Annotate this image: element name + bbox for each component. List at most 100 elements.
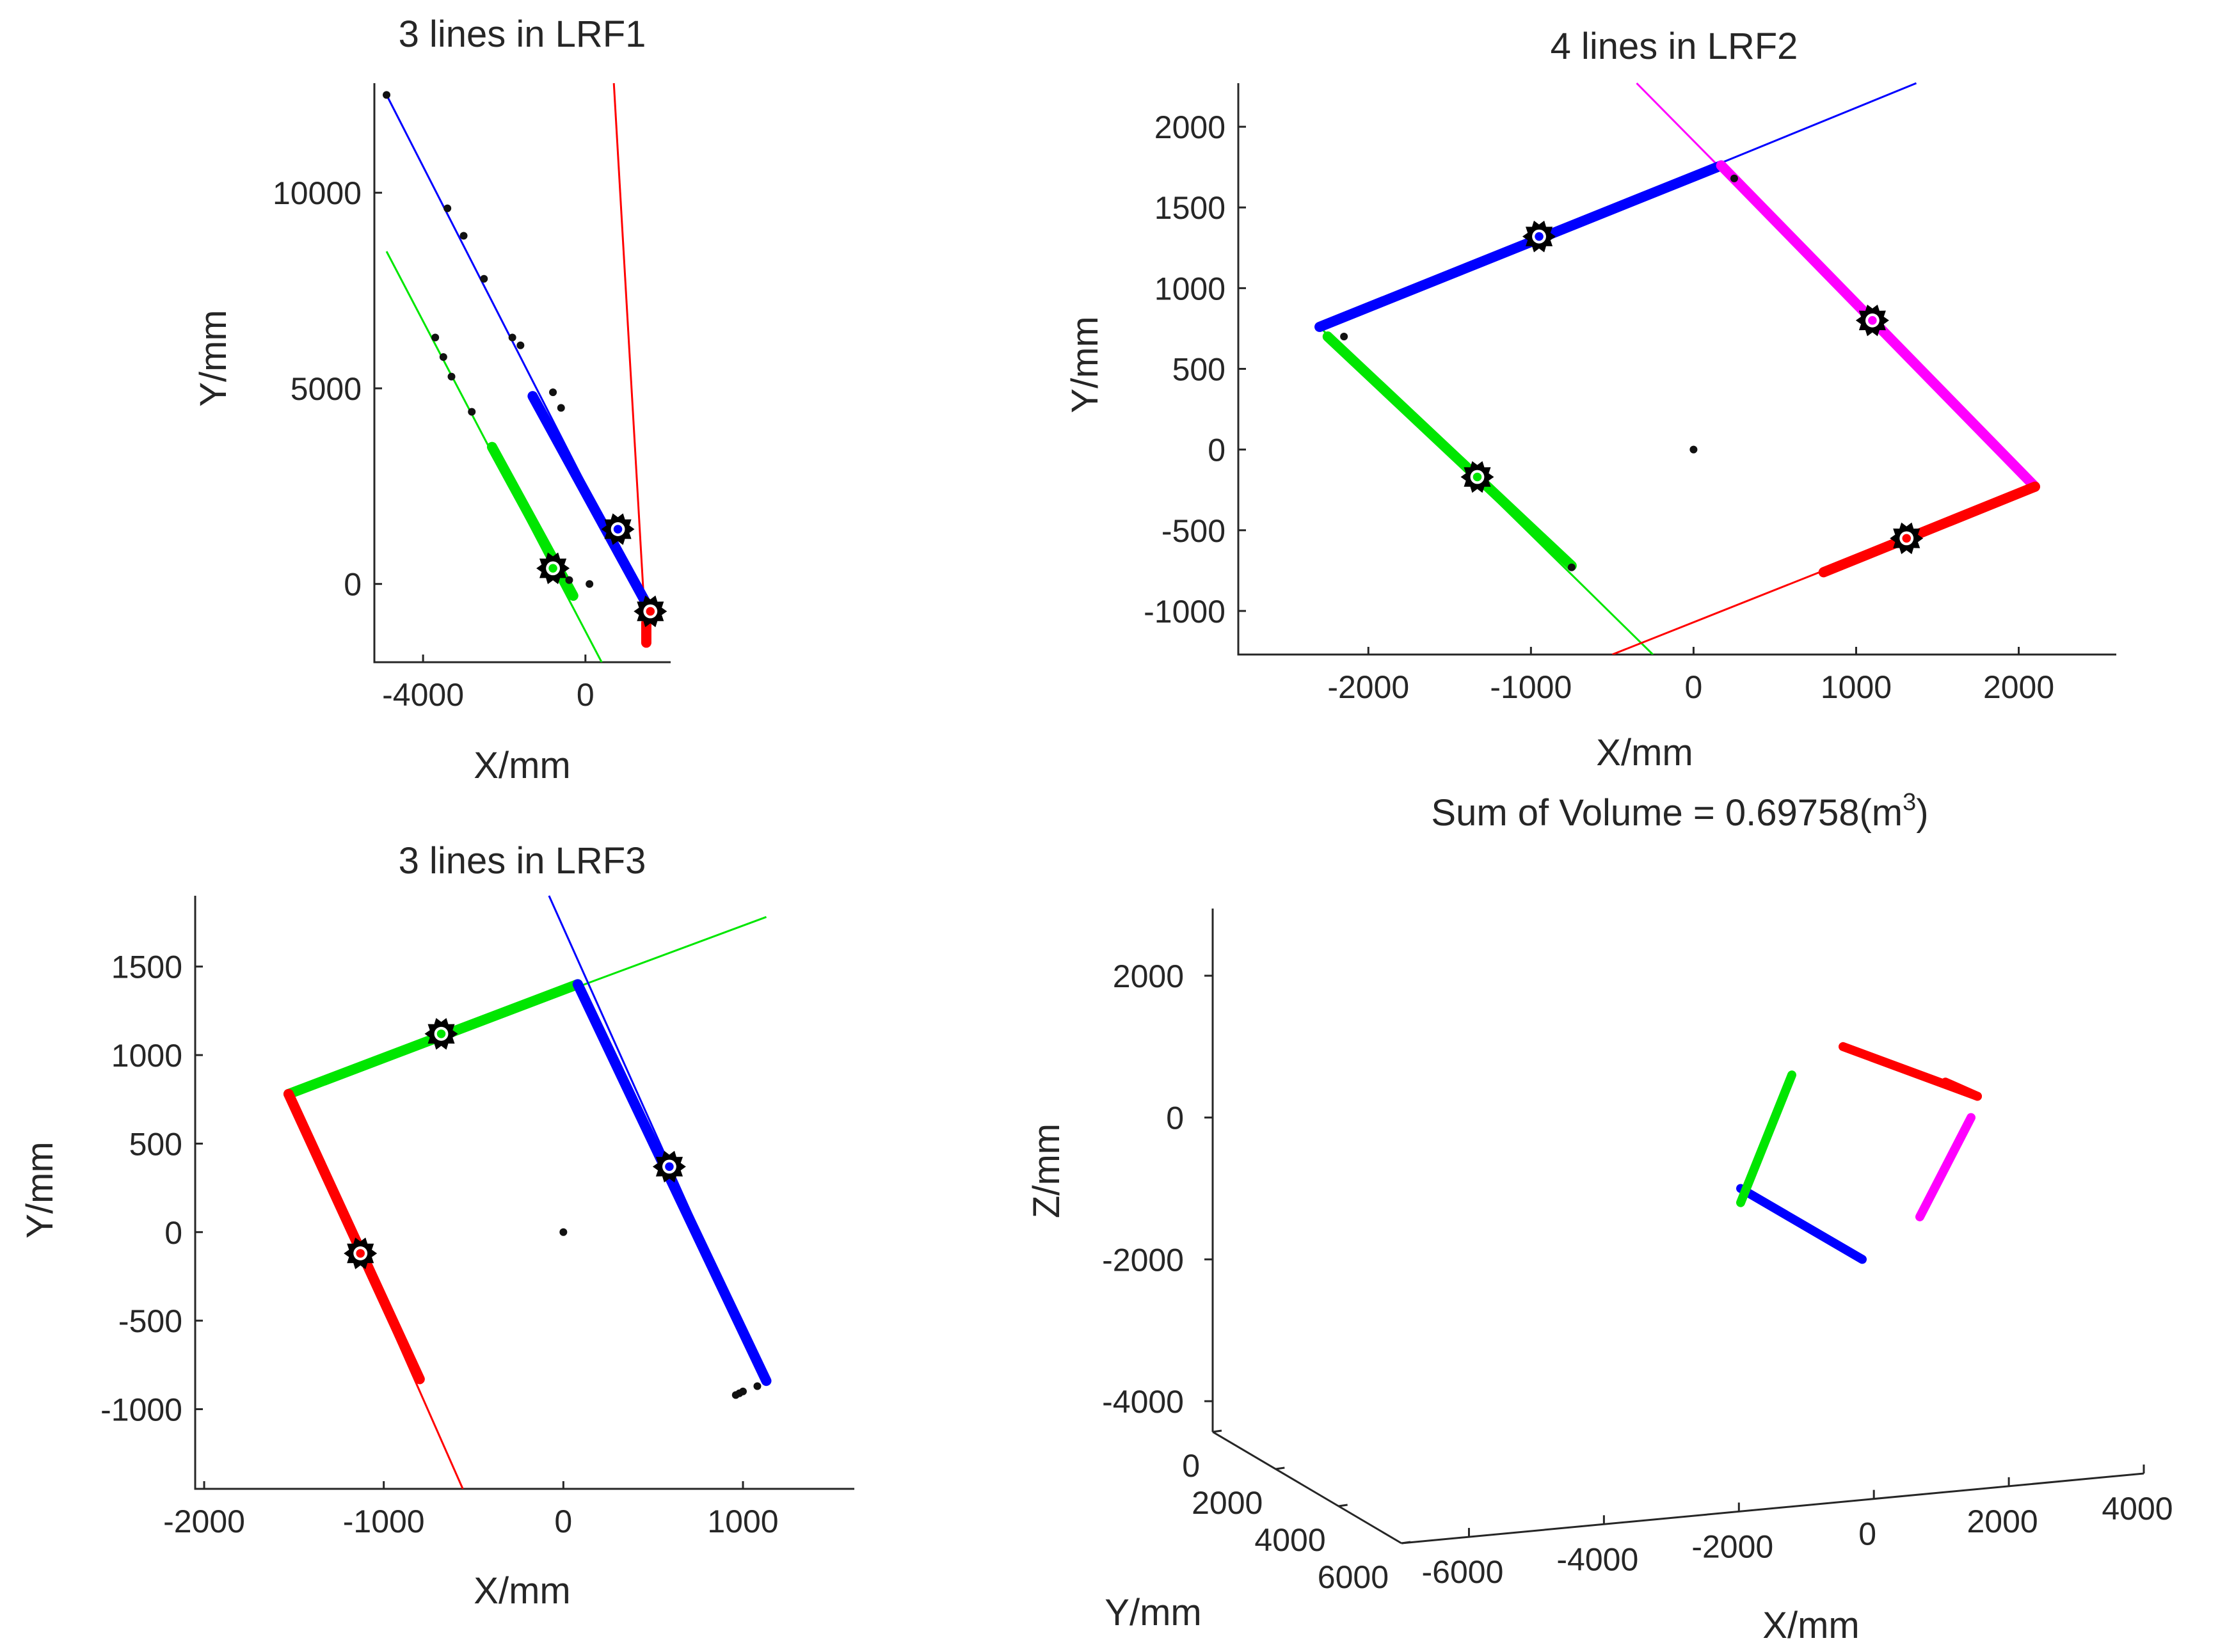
x-tick-label: -4000 xyxy=(1556,1541,1638,1577)
z-tick-label: -2000 xyxy=(1102,1242,1184,1278)
y-tick-label: 2000 xyxy=(1154,109,1225,145)
z-tick-label: 2000 xyxy=(1113,958,1184,994)
axes-frame xyxy=(373,83,671,663)
y-axis-label: Y/mm xyxy=(1064,316,1106,413)
data-point xyxy=(447,372,456,381)
y-axis xyxy=(1212,1431,1402,1545)
x-axis-label: X/mm xyxy=(1762,1605,1859,1646)
x-axis-label: X/mm xyxy=(1596,732,1693,774)
feature-marker-core xyxy=(356,1249,365,1258)
axes-frame xyxy=(194,896,854,1490)
feature-marker-core xyxy=(665,1162,674,1171)
box-edge-red xyxy=(1941,1077,1982,1101)
feature-marker-core xyxy=(1473,472,1482,482)
plot-area xyxy=(1314,82,2040,655)
y-axis-label: Y/mm xyxy=(19,1141,61,1238)
y-tick-label: 6000 xyxy=(1318,1559,1389,1595)
plot-title: 3 lines in LRF1 xyxy=(399,13,646,55)
box-edges xyxy=(1736,1042,1982,1264)
feature-marker-core xyxy=(613,525,623,534)
z-axis-label: Z/mm xyxy=(1026,1124,1067,1218)
x-tick-label: -1000 xyxy=(343,1504,425,1539)
data-point xyxy=(1730,174,1738,182)
y-tick-label: 1000 xyxy=(1154,271,1225,306)
feature-marker-core xyxy=(1902,534,1912,543)
x-tick-label: 0 xyxy=(1685,669,1703,705)
x-tick-label: 0 xyxy=(554,1504,572,1539)
x-tick-label: 2000 xyxy=(1967,1504,2038,1539)
feature-marker-core xyxy=(436,1029,446,1038)
plot-title: 4 lines in LRF2 xyxy=(1551,26,1798,67)
x-tick-label: 1000 xyxy=(1821,669,1892,705)
x-axis xyxy=(1401,1472,2144,1545)
x-axis-label: X/mm xyxy=(474,1570,570,1612)
scan-segment-red xyxy=(1818,481,2040,578)
data-point xyxy=(431,333,440,342)
feature-marker-core xyxy=(1868,316,1877,325)
x-tick-label: 4000 xyxy=(2102,1491,2173,1527)
feature-marker-core xyxy=(548,564,557,573)
x-tick-label: 0 xyxy=(577,677,595,713)
y-axis-label: Y/mm xyxy=(1105,1592,1201,1633)
data-point xyxy=(586,580,594,588)
data-point xyxy=(1689,445,1698,454)
box-edge-magenta xyxy=(1915,1113,1976,1221)
plot-lrf3: 3 lines in LRF3 X/mm Y/mm -2000 -1000 0 100… xyxy=(19,840,854,1612)
data-point xyxy=(565,576,573,584)
y-tick-label: 500 xyxy=(129,1126,182,1162)
x-tick-label: -2000 xyxy=(1327,669,1409,705)
z-tick-label: 0 xyxy=(1166,1100,1184,1136)
data-point xyxy=(1567,563,1576,571)
scan-segment-blue xyxy=(572,979,772,1386)
y-axis-label: Y/mm xyxy=(193,310,234,406)
y-tick-label: 0 xyxy=(344,567,362,603)
y-tick-mark xyxy=(1401,1541,1411,1545)
plot-area xyxy=(383,83,667,662)
x-tick-label: 1000 xyxy=(707,1504,778,1539)
z-tick-label: -4000 xyxy=(1102,1384,1184,1420)
data-point xyxy=(508,333,516,342)
y-tick-mark xyxy=(1338,1504,1348,1507)
x-tick-label: -1000 xyxy=(1490,669,1572,705)
y-tick-label: 500 xyxy=(1172,352,1225,388)
x-tick-label: -2000 xyxy=(163,1504,245,1539)
fit-line-red xyxy=(612,83,648,643)
scan-segment-red xyxy=(283,1088,425,1385)
x-tick-label: -4000 xyxy=(382,677,464,713)
y-tick-label: -500 xyxy=(118,1303,182,1339)
y-tick-mark xyxy=(1275,1466,1285,1470)
box-edge-green xyxy=(1736,1070,1796,1207)
plot-title: 3 lines in LRF3 xyxy=(399,840,646,882)
y-tick-label: 0 xyxy=(164,1215,182,1251)
feature-marker-core xyxy=(646,607,655,616)
data-point xyxy=(468,408,476,416)
data-point xyxy=(735,1389,744,1397)
y-tick-mark xyxy=(1212,1429,1222,1433)
data-point xyxy=(549,388,557,397)
y-tick-label: 5000 xyxy=(291,371,362,407)
x-tick-label: -2000 xyxy=(1691,1529,1773,1564)
plot-3d-volume: Sum of Volume = 0.69758(m3) -6000 -4000 -2… xyxy=(1026,789,2173,1646)
data-point xyxy=(557,404,565,412)
x-tick-label: 2000 xyxy=(1983,669,2054,705)
y-tick-label: 1500 xyxy=(1154,190,1225,226)
x-axis-label: X/mm xyxy=(474,745,570,786)
box-edge-blue xyxy=(1736,1184,1867,1264)
data-point xyxy=(439,353,447,361)
y-tick-label: 1500 xyxy=(111,949,182,985)
plot-title: Sum of Volume = 0.69758(m3) xyxy=(1431,789,1928,834)
y-tick-label: 1000 xyxy=(111,1038,182,1074)
data-point xyxy=(459,232,468,240)
data-point xyxy=(559,1228,568,1236)
plot-lrf2: 4 lines in LRF2 X/mm Y/mm -2000 -1000 0 100… xyxy=(1064,26,2116,774)
axes-frame xyxy=(1237,83,2116,656)
x-tick-label: -6000 xyxy=(1422,1554,1504,1590)
y-tick-label: 0 xyxy=(1182,1448,1200,1484)
y-tick-label: 2000 xyxy=(1192,1485,1263,1521)
y-tick-label: -1000 xyxy=(1144,594,1225,630)
data-point xyxy=(1340,333,1348,341)
y-tick-label: 10000 xyxy=(273,175,362,211)
plot-lrf1: 3 lines in LRF1 X/mm Y/mm -4000 0 0 5000 100… xyxy=(193,13,671,786)
feature-marker-core xyxy=(1535,232,1544,241)
data-point xyxy=(443,204,452,212)
